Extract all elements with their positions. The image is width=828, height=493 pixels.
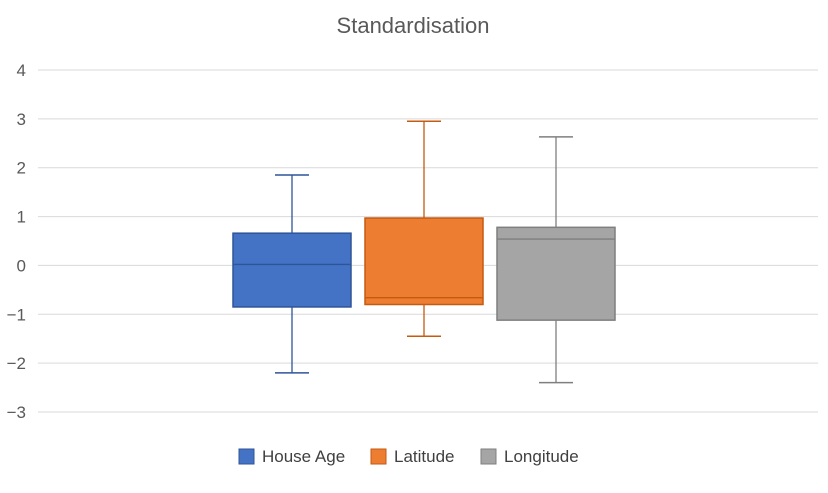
y-tick-label: 3 <box>17 110 26 129</box>
box-latitude <box>364 120 484 338</box>
box-body <box>232 232 352 308</box>
box-house-age <box>232 174 352 374</box>
y-tick-label: −3 <box>7 403 26 422</box>
legend-swatch <box>480 448 497 465</box>
legend-item: Longitude <box>480 447 579 466</box>
chart-title: Standardisation <box>337 13 490 38</box>
y-tick-label: 0 <box>17 256 26 275</box>
legend-label: Longitude <box>504 447 579 466</box>
legend-label: Latitude <box>394 447 455 466</box>
y-axis-ticks: 4 3 2 1 0 −1 −2 −3 <box>7 61 26 422</box>
legend-item: House Age <box>238 447 345 466</box>
legend-label: House Age <box>262 447 345 466</box>
box-body <box>496 226 616 321</box>
y-tick-label: −2 <box>7 354 26 373</box>
legend-swatch <box>370 448 387 465</box>
y-tick-label: −1 <box>7 305 26 324</box>
y-tick-label: 4 <box>17 61 26 80</box>
legend-swatch <box>238 448 255 465</box>
box-longitude <box>496 136 616 384</box>
legend-item: Latitude <box>370 447 455 466</box>
boxes <box>232 120 616 384</box>
legend: House Age Latitude Longitude <box>238 447 579 466</box>
box-body <box>364 217 484 306</box>
y-tick-label: 2 <box>17 159 26 178</box>
y-tick-label: 1 <box>17 208 26 227</box>
